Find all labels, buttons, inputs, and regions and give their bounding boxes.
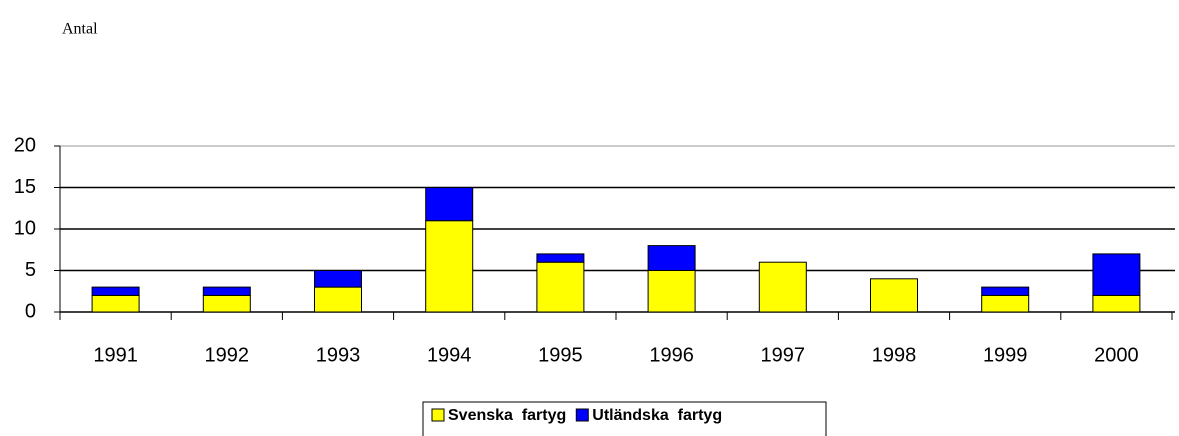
legend-swatch [575, 408, 589, 422]
y-tick-label: 0 [25, 300, 36, 322]
bar-segment [870, 278, 918, 313]
bar-segment [425, 187, 474, 222]
x-tick-label: 1997 [761, 344, 806, 366]
bar-segment [91, 286, 140, 296]
x-tick-label: 1992 [205, 344, 250, 366]
bar-segment [1092, 294, 1141, 313]
bar-segment [536, 261, 585, 313]
bar-segment [647, 245, 696, 272]
legend-box [422, 401, 827, 436]
bar-segment [647, 270, 696, 313]
bar-segment [202, 286, 251, 296]
bar-segment [314, 270, 362, 288]
x-tick-label: 2000 [1094, 344, 1139, 366]
legend-label: Utländska fartyg [592, 407, 722, 424]
x-tick-label: 1995 [538, 344, 583, 366]
legend-swatch [431, 408, 445, 422]
bar-segment [758, 261, 807, 313]
legend: Svenska fartyg Utländska fartyg [422, 401, 827, 436]
bar-segment [314, 286, 362, 313]
y-tick-label: 5 [25, 259, 36, 281]
x-tick-label: 1999 [983, 344, 1028, 366]
y-axis-label: Antal [62, 21, 98, 38]
bar-segment [536, 253, 585, 263]
x-tick-label: 1998 [872, 344, 917, 366]
x-tick-label: 1993 [316, 344, 361, 366]
x-tick-label: 1996 [649, 344, 694, 366]
bar-segment [425, 220, 474, 313]
y-tick-label: 15 [14, 176, 36, 198]
x-tick-label: 1994 [427, 344, 472, 366]
y-tick-label: 10 [14, 217, 36, 239]
bar-segment [91, 294, 140, 313]
y-tick-label: 20 [14, 134, 36, 156]
bar-segment [981, 294, 1030, 313]
x-tick-label: 1991 [93, 344, 138, 366]
bar-segment [1092, 253, 1141, 296]
bar-segment [981, 286, 1030, 296]
legend-label: Svenska fartyg [448, 407, 566, 424]
bar-segment [202, 294, 251, 313]
